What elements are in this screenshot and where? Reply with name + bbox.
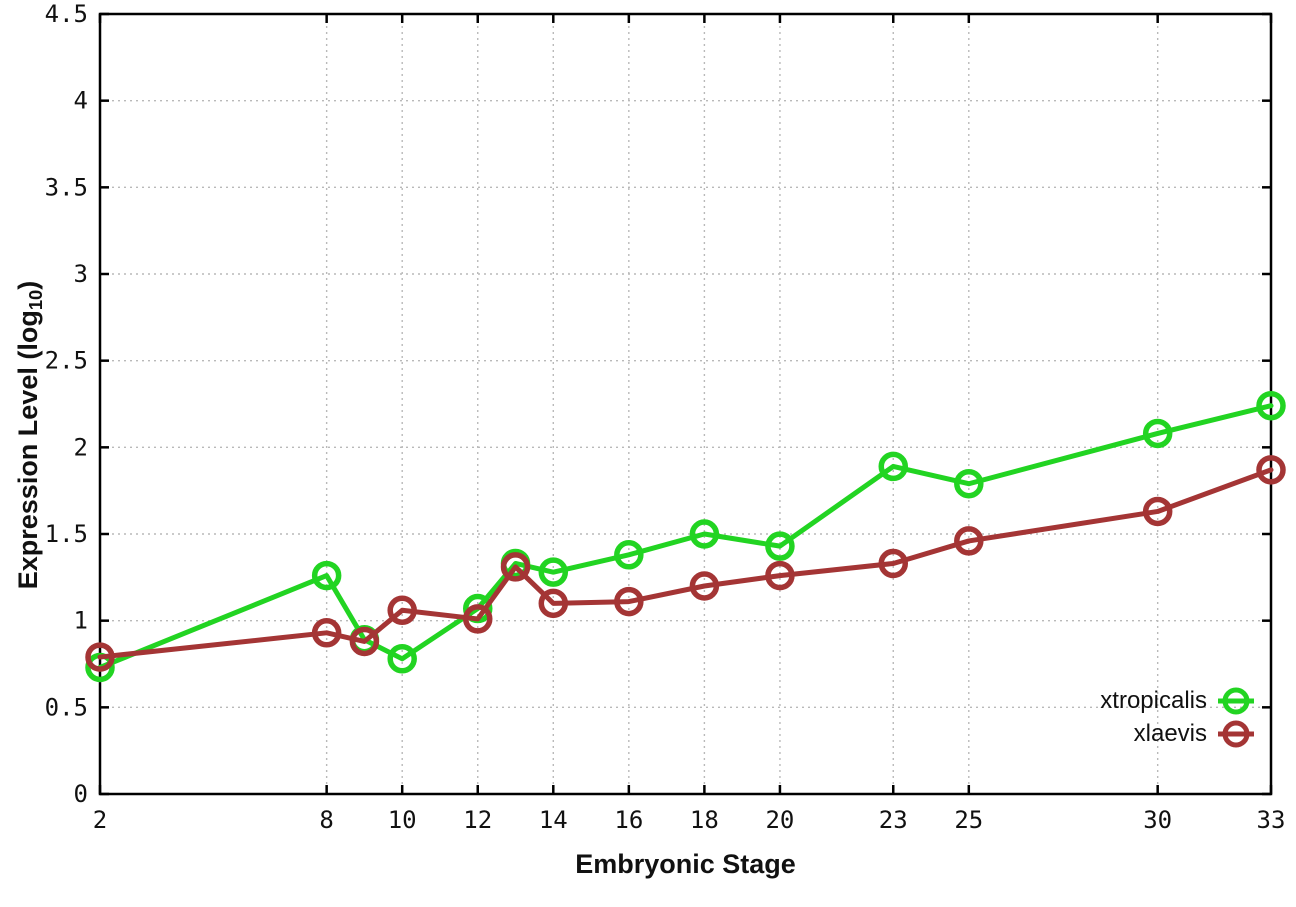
x-tick-label: 14 (539, 806, 568, 834)
data-point-xlaevis (765, 560, 795, 591)
x-axis-title: Embryonic Stage (575, 849, 796, 879)
x-tick-label: 2 (93, 806, 107, 834)
data-point-xtropicalis (311, 560, 342, 591)
data-point-xtropicalis (538, 557, 569, 587)
x-tick-label: 23 (879, 806, 908, 834)
series-line-xtropicalis (97, 403, 1274, 670)
y-tick-label: 4 (74, 87, 88, 115)
y-tick-label: 2 (74, 433, 88, 461)
y-tick-label: 2.5 (45, 347, 88, 375)
x-tick-label: 12 (463, 806, 492, 834)
legend-entry-xlaevis: xlaevis (1100, 717, 1255, 750)
data-point-xlaevis (500, 552, 531, 582)
legend-label: xtropicalis (1100, 686, 1207, 714)
x-tick-label: 25 (954, 806, 983, 834)
data-point-xlaevis (538, 588, 569, 619)
data-point-xlaevis (689, 571, 720, 601)
data-point-xlaevis (85, 642, 115, 672)
y-axis-title-subscript: 10 (24, 289, 46, 311)
x-tick-label: 18 (690, 806, 719, 834)
x-tick-label: 20 (765, 806, 794, 834)
x-tick-label: 30 (1143, 806, 1172, 834)
data-point-xlaevis (1142, 496, 1173, 527)
x-tick-label: 16 (614, 806, 643, 834)
y-tick-label: 3 (74, 260, 88, 288)
data-point-xtropicalis (689, 519, 720, 549)
x-tick-label: 10 (388, 806, 417, 834)
legend: xtropicalis xlaevis (1100, 684, 1255, 750)
y-tick-label: 4.5 (45, 0, 88, 28)
x-tick-label: 33 (1257, 806, 1286, 834)
data-point-xtropicalis (614, 540, 644, 570)
data-point-xlaevis (387, 595, 417, 626)
data-point-xtropicalis (765, 531, 795, 561)
data-point-xtropicalis (1256, 390, 1286, 421)
data-point-xtropicalis (1142, 418, 1173, 449)
line-circle-marker-icon (1218, 720, 1254, 747)
data-point-xlaevis (462, 604, 493, 634)
data-point-xtropicalis (954, 468, 984, 499)
y-axis-title-text: Expression Level (log (13, 310, 44, 590)
series-line-xlaevis (97, 467, 1274, 660)
y-tick-label: 1.5 (45, 520, 88, 548)
x-tick-label: 8 (319, 806, 333, 834)
legend-label: xlaevis (1133, 719, 1207, 747)
legend-entry-xtropicalis: xtropicalis (1100, 684, 1255, 717)
data-point-xlaevis (1256, 455, 1286, 485)
plot-border (98, 12, 1273, 796)
y-tick-label: 0 (74, 780, 88, 808)
data-point-xlaevis (614, 586, 644, 617)
data-point-xtropicalis (878, 451, 909, 482)
y-tick-label: 3.5 (45, 173, 88, 201)
y-axis-title: Expression Level (log10) (13, 281, 47, 590)
data-point-xlaevis (954, 526, 984, 556)
data-point-xtropicalis (387, 644, 417, 674)
y-tick-label: 1 (74, 607, 88, 635)
data-point-xlaevis (349, 626, 380, 657)
data-point-xlaevis (311, 618, 342, 648)
y-tick-label: 0.5 (45, 693, 88, 721)
y-axis-title-suffix: ) (13, 280, 44, 290)
line-circle-marker-icon (1218, 687, 1254, 714)
data-point-xlaevis (878, 548, 909, 579)
